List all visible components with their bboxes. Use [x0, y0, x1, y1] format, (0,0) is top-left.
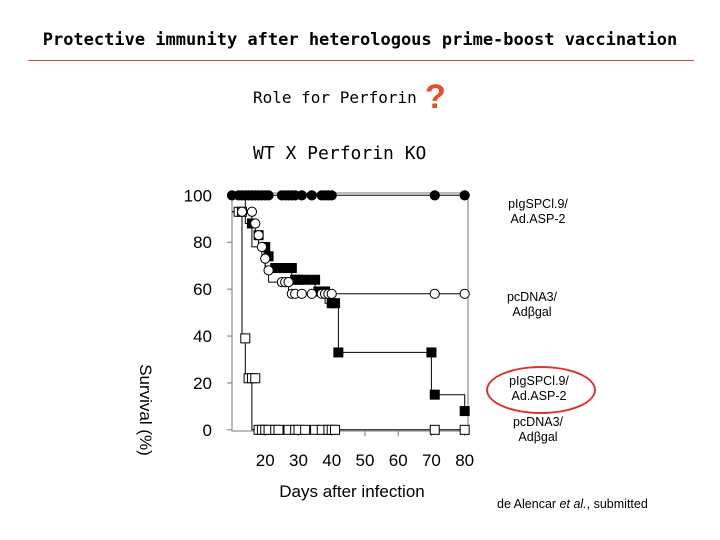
citation-post: , submitted	[586, 497, 648, 511]
legend-entry-3-line1: pIgSPCl.9/	[509, 374, 569, 388]
series-3-point	[330, 298, 341, 309]
series-3-point	[429, 389, 440, 400]
series-2-point	[236, 206, 248, 217]
series-2-point	[253, 230, 264, 241]
series-1-point	[296, 190, 307, 201]
y-axis-label: Survival (%)	[136, 364, 155, 456]
series-2-point	[283, 277, 294, 288]
series-3-point	[300, 274, 311, 285]
legend-entry-4: pcDNA3/ Adβgal	[496, 415, 580, 445]
legend-entry-1: pIgSPCl.9/ Ad.ASP-2	[496, 197, 580, 227]
series-4-point	[330, 424, 341, 435]
series-2-point	[246, 206, 258, 217]
series-4-line	[232, 211, 465, 431]
series-3-point	[286, 263, 297, 274]
series-2-point	[263, 265, 274, 276]
series-4-point	[273, 424, 284, 435]
series-1-point	[306, 190, 317, 201]
legend-entry-3-line2: Ad.ASP-2	[511, 389, 567, 403]
subtitle: Role for Perforin	[253, 88, 417, 107]
highlight-ellipse	[486, 366, 596, 414]
x-tick-label: 80	[455, 451, 474, 470]
series-2-point	[260, 253, 271, 264]
series-2-point	[459, 288, 470, 299]
x-tick-label: 60	[389, 451, 408, 470]
x-tick-label: 40	[322, 451, 341, 470]
y-tick-label: 20	[193, 374, 212, 393]
groups-label: WT X Perforin KO	[253, 143, 427, 164]
y-tick-label: 40	[193, 327, 212, 346]
series-3-point	[310, 274, 321, 285]
y-tick-label: 60	[193, 280, 212, 299]
series-2-point	[256, 241, 268, 253]
series-1-point	[429, 190, 440, 201]
series-2-point	[306, 288, 317, 299]
title-divider	[28, 60, 694, 61]
legend-entry-4-line1: pcDNA3/	[512, 415, 564, 429]
series-4-point	[250, 373, 261, 384]
series-2-point	[296, 288, 307, 299]
question-mark: ?	[425, 78, 446, 116]
plot-frame	[231, 192, 469, 432]
series-4-point	[429, 424, 440, 435]
series-3-point	[333, 347, 344, 358]
legend-entry-1-line1: pIgSPCl.9/	[508, 197, 568, 211]
legend-entry-4-line2: Adβgal	[518, 430, 558, 444]
series-4-point	[300, 424, 311, 435]
series-4-point	[240, 333, 251, 344]
x-tick-label: 20	[256, 451, 275, 470]
series-2-point	[326, 288, 337, 299]
series-1-point	[459, 190, 470, 201]
series-1-point	[263, 190, 274, 201]
series-1-point	[326, 190, 337, 201]
legend-entry-3: pIgSPCl.9/ Ad.ASP-2	[497, 374, 581, 404]
y-tick-label: 0	[203, 421, 212, 440]
x-axis-label: Days after infection	[279, 482, 425, 501]
citation-italic: et al.	[559, 497, 587, 511]
citation-pre: de Alencar	[497, 497, 560, 511]
x-tick-label: 50	[355, 451, 374, 470]
series-2-point	[429, 288, 440, 299]
series-4-point	[459, 424, 470, 435]
y-tick-label: 100	[184, 186, 212, 205]
legend-entry-2: pcDNA3/ Adβgal	[490, 290, 574, 320]
legend-entry-1-line2: Ad.ASP-2	[510, 212, 566, 226]
series-2-point	[250, 218, 261, 229]
slide-title: Protective immunity after heterologous p…	[42, 30, 678, 50]
y-tick-label: 80	[193, 233, 212, 252]
citation: de Alencar et al., submitted	[497, 497, 648, 511]
legend-entry-2-line1: pcDNA3/	[506, 290, 558, 304]
series-3-line	[232, 194, 466, 412]
x-tick-label: 70	[422, 451, 441, 470]
x-tick-label: 30	[289, 451, 308, 470]
series-3-point	[459, 406, 470, 417]
legend-entry-2-line2: Adβgal	[512, 305, 552, 319]
series-3-point	[426, 347, 437, 358]
